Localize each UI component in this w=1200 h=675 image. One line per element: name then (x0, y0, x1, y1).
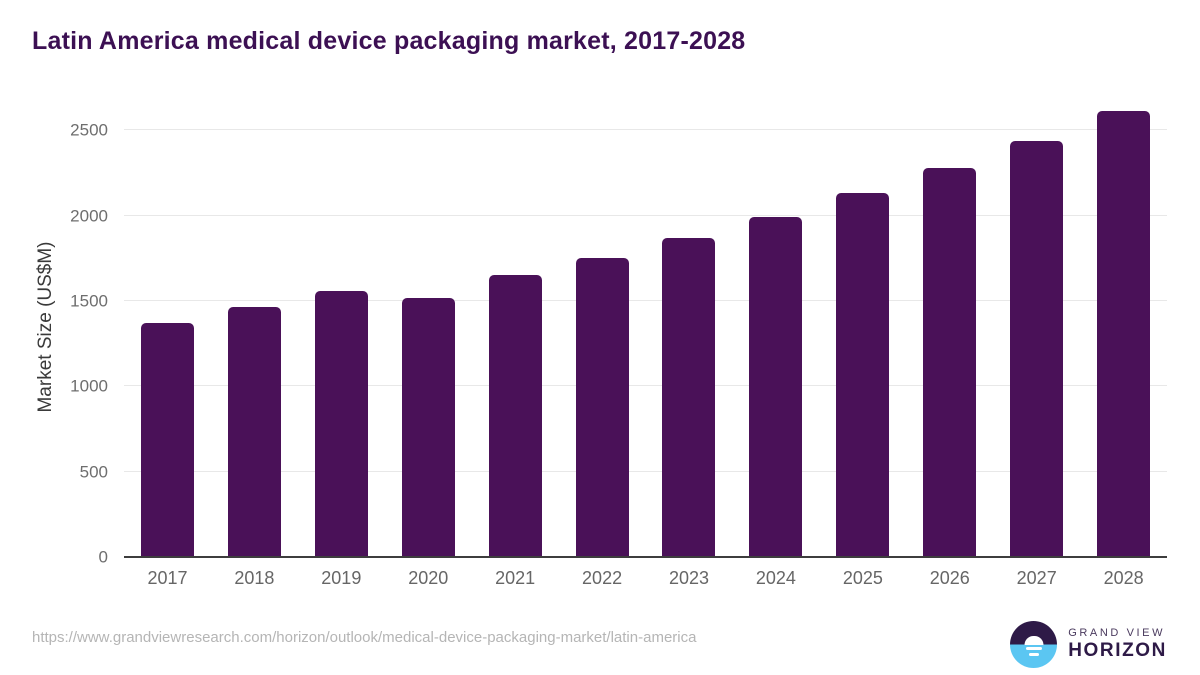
source-url: https://www.grandviewresearch.com/horizo… (32, 629, 697, 646)
gridline-1000 (124, 385, 1167, 387)
bar-2020 (401, 298, 455, 557)
sun-shape (1024, 635, 1044, 645)
x-tick-label-2023: 2023 (668, 568, 710, 588)
sun-reflection-line-1 (1025, 647, 1042, 650)
bar-2017 (140, 323, 194, 557)
bar-2019 (314, 290, 368, 557)
logo-text: GRAND VIEW HORIZON (1068, 627, 1167, 662)
bar-2022 (575, 258, 629, 557)
y-tick-label: 0 (98, 547, 108, 567)
bar-2023 (662, 237, 716, 557)
bar-slot-2018 (211, 96, 298, 557)
y-tick-label: 1000 (70, 376, 108, 396)
bar-slot-2019 (298, 96, 385, 557)
x-axis-tick-labels: 2017 2018 2019 2020 2021 2022 2023 2024 2025 2026… (124, 568, 1167, 589)
bar-slot-2021 (472, 96, 559, 557)
bar-2026 (923, 167, 977, 557)
x-tick-label-2017: 2017 (147, 568, 188, 588)
bar-slot-2028 (1080, 96, 1167, 557)
bar-slot-2017 (124, 96, 211, 557)
bar-2024 (749, 217, 803, 557)
logo-product-name: HORIZON (1068, 640, 1167, 662)
y-tick-label: 1500 (70, 291, 108, 311)
x-tick-label-2018: 2018 (234, 568, 275, 588)
bar-slot-2025 (819, 96, 906, 557)
gridline-2000 (124, 214, 1167, 216)
brand-logo: GRAND VIEW HORIZON (1010, 621, 1167, 668)
chart-title: Latin America medical device packaging m… (32, 27, 746, 55)
x-tick-label-2025: 2025 (842, 568, 883, 588)
bar-2028 (1097, 110, 1151, 557)
x-tick-label-2027: 2027 (1016, 568, 1057, 588)
y-tick-label: 500 (79, 462, 108, 482)
gridline-1500 (124, 299, 1167, 301)
horizon-sun-icon (1010, 621, 1058, 668)
y-tick-label: 2500 (70, 120, 108, 140)
bar-2021 (488, 275, 542, 557)
bar-2018 (227, 306, 281, 557)
bar-slot-2020 (385, 96, 472, 557)
bar-slot-2023 (646, 96, 733, 557)
sun-reflection-line-2 (1028, 653, 1039, 656)
x-tick-label-2021: 2021 (495, 568, 536, 588)
x-tick-label-2022: 2022 (582, 568, 623, 588)
bar-slot-2022 (559, 96, 646, 557)
x-tick-label-2020: 2020 (408, 568, 449, 588)
x-tick-label-2024: 2024 (755, 568, 796, 588)
gridline-500 (124, 470, 1167, 472)
bar-slot-2027 (993, 96, 1080, 557)
logo-brand-name: GRAND VIEW (1068, 626, 1166, 639)
x-tick-label-2028: 2028 (1103, 568, 1144, 588)
bar-series (124, 96, 1167, 557)
y-axis-tick-labels: 0 500 1000 1500 2000 2500 (0, 96, 108, 566)
y-tick-label: 2000 (70, 206, 108, 226)
bar-2025 (836, 193, 890, 557)
x-axis-line (124, 556, 1167, 558)
gridline-2500 (124, 129, 1167, 131)
bar-2027 (1010, 141, 1064, 557)
x-tick-label-2026: 2026 (929, 568, 970, 588)
plot-area (124, 96, 1167, 558)
bar-slot-2026 (906, 96, 993, 557)
bar-slot-2024 (732, 96, 819, 557)
x-tick-label-2019: 2019 (321, 568, 362, 588)
